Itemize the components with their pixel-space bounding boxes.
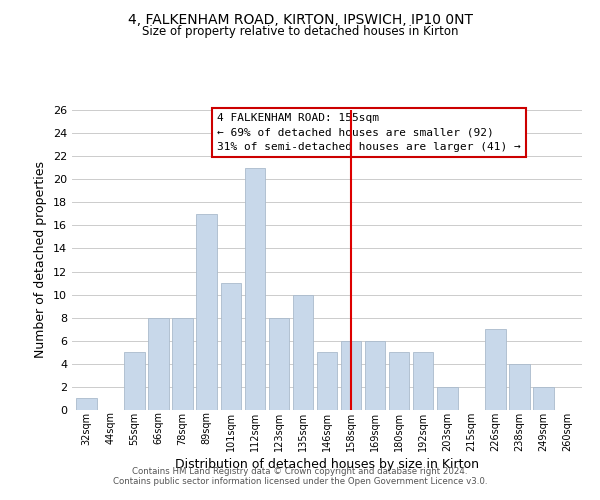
Text: 4 FALKENHAM ROAD: 155sqm
← 69% of detached houses are smaller (92)
31% of semi-d: 4 FALKENHAM ROAD: 155sqm ← 69% of detach… [217, 113, 521, 152]
Bar [76, 398, 97, 410]
Y-axis label: Number of detached properties: Number of detached properties [34, 162, 47, 358]
Bar [148, 318, 169, 410]
Bar [269, 318, 289, 410]
Text: Contains public sector information licensed under the Open Government Licence v3: Contains public sector information licen… [113, 477, 487, 486]
Bar [485, 329, 506, 410]
Bar [172, 318, 193, 410]
Bar [221, 283, 241, 410]
Text: 4, FALKENHAM ROAD, KIRTON, IPSWICH, IP10 0NT: 4, FALKENHAM ROAD, KIRTON, IPSWICH, IP10… [128, 12, 473, 26]
Text: Size of property relative to detached houses in Kirton: Size of property relative to detached ho… [142, 25, 458, 38]
Bar [533, 387, 554, 410]
Text: Contains HM Land Registry data © Crown copyright and database right 2024.: Contains HM Land Registry data © Crown c… [132, 467, 468, 476]
Bar [437, 387, 458, 410]
Bar [365, 341, 385, 410]
Bar [413, 352, 433, 410]
Bar [245, 168, 265, 410]
Bar [293, 294, 313, 410]
X-axis label: Distribution of detached houses by size in Kirton: Distribution of detached houses by size … [175, 458, 479, 470]
Bar [124, 352, 145, 410]
Bar [196, 214, 217, 410]
Bar [341, 341, 361, 410]
Bar [317, 352, 337, 410]
Bar [509, 364, 530, 410]
Bar [389, 352, 409, 410]
